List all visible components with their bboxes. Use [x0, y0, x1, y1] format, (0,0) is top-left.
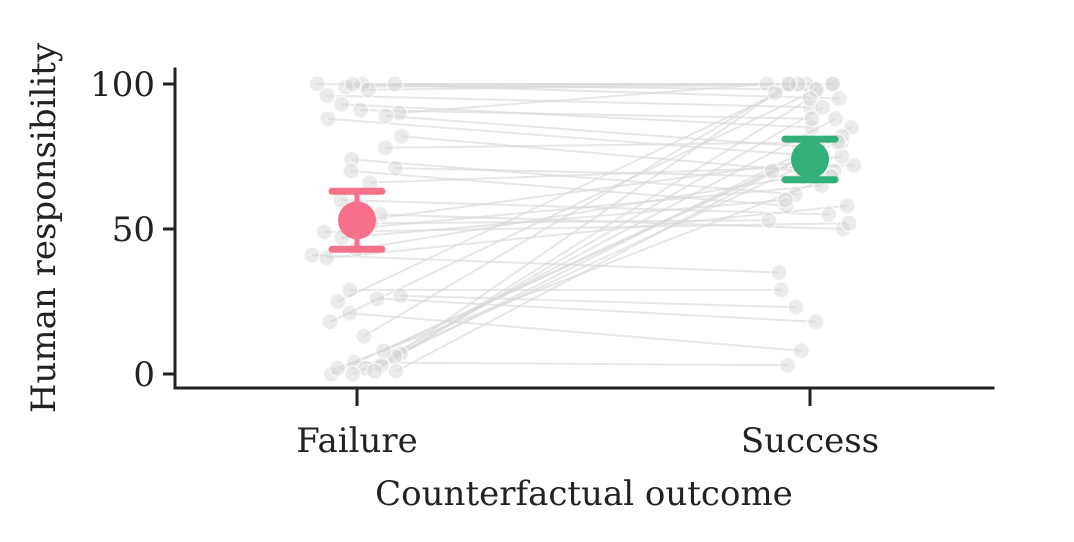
participant-line	[401, 135, 802, 172]
participant-line	[341, 103, 813, 129]
participant-point-success	[776, 191, 795, 209]
participant-point-failure	[328, 292, 347, 311]
participant-point-success	[826, 110, 845, 128]
participant-point-success	[777, 197, 796, 215]
participant-point-failure	[332, 95, 351, 114]
participant-point-success	[838, 197, 856, 215]
participant-point-success	[789, 75, 807, 93]
participant-point-success	[806, 313, 825, 331]
x-ticks: Failure Success	[296, 388, 879, 461]
participant-point-failure	[344, 365, 362, 383]
participant-line	[337, 83, 799, 303]
x-tick-label-failure: Failure	[296, 421, 418, 461]
participant-line	[352, 155, 824, 375]
participant-point-failure	[351, 101, 370, 119]
participant-points	[303, 75, 863, 383]
y-ticks: 0 50 100	[90, 65, 175, 395]
mean-marker	[791, 140, 829, 179]
participant-line	[383, 141, 839, 352]
participant-line	[326, 94, 811, 109]
participant-line	[329, 88, 817, 323]
participant-point-failure	[390, 104, 409, 122]
participant-point-failure	[315, 223, 333, 241]
participant-line	[363, 91, 776, 338]
participant-point-success	[807, 81, 826, 99]
participant-point-success	[803, 110, 821, 128]
participant-line	[352, 83, 840, 100]
participant-point-success	[787, 298, 805, 317]
participant-point-success	[840, 214, 858, 232]
participant-point-success	[779, 75, 798, 93]
participant-point-failure	[374, 342, 393, 360]
participant-point-success	[772, 281, 790, 299]
participant-point-success	[770, 263, 788, 282]
y-tick-label: 0	[133, 355, 155, 395]
x-tick-label-success: Success	[741, 421, 879, 461]
participant-point-failure	[376, 139, 395, 157]
participant-line	[356, 170, 835, 251]
summary-markers	[328, 135, 839, 253]
participant-point-failure	[386, 75, 404, 93]
participant-line	[385, 141, 842, 149]
summary-success	[781, 135, 839, 184]
participant-line	[326, 204, 848, 259]
participant-line	[354, 361, 788, 367]
participant-point-success	[792, 342, 811, 360]
participant-point-failure	[392, 127, 411, 145]
participant-line	[380, 83, 790, 367]
participant-point-failure	[319, 110, 337, 128]
participant-line	[337, 175, 832, 370]
participant-point-success	[820, 205, 838, 224]
participant-line	[369, 164, 854, 184]
participant-point-failure	[344, 75, 362, 93]
participant-point-failure	[391, 286, 410, 305]
participant-point-failure	[303, 246, 321, 264]
participant-line	[361, 155, 842, 222]
participant-point-failure	[340, 304, 359, 322]
y-tick-label: 100	[90, 65, 155, 105]
participant-point-failure	[317, 249, 336, 267]
participant-point-success	[845, 156, 863, 174]
y-tick-label: 50	[112, 210, 155, 250]
participant-point-failure	[359, 81, 378, 99]
participant-line	[395, 167, 804, 178]
participant-point-failure	[342, 162, 360, 180]
participant-point-success	[824, 75, 842, 93]
participant-point-failure	[321, 313, 339, 331]
participant-point-success	[801, 89, 819, 108]
participant-point-failure	[308, 75, 326, 93]
participant-point-failure	[368, 289, 386, 308]
mean-marker	[338, 201, 376, 240]
participant-point-failure	[341, 281, 359, 299]
participant-point-success	[760, 211, 778, 230]
participant-line	[399, 83, 767, 114]
participant-point-failure	[328, 359, 347, 377]
summary-failure	[328, 187, 386, 253]
participant-point-failure	[386, 159, 405, 177]
participant-line	[377, 297, 816, 323]
participant-point-failure	[355, 327, 373, 346]
x-axis-label: Counterfactual outcome	[375, 474, 793, 514]
participant-lines	[311, 83, 854, 375]
participant-point-success	[830, 89, 848, 108]
participant-line	[360, 109, 812, 120]
participant-line	[328, 117, 821, 158]
participant-line	[349, 312, 802, 352]
participant-point-failure	[387, 362, 405, 380]
participant-point-success	[786, 185, 805, 203]
participant-point-success	[778, 356, 797, 375]
participant-point-success	[763, 162, 781, 180]
participant-point-success	[832, 147, 851, 166]
participant-line	[400, 294, 796, 309]
participant-point-success	[813, 98, 832, 116]
y-axis-label: Human responsibility	[24, 42, 64, 413]
participant-point-failure	[318, 86, 336, 105]
participant-point-failure	[365, 362, 384, 380]
participant-point-failure	[377, 107, 395, 125]
participant-point-success	[766, 83, 785, 102]
